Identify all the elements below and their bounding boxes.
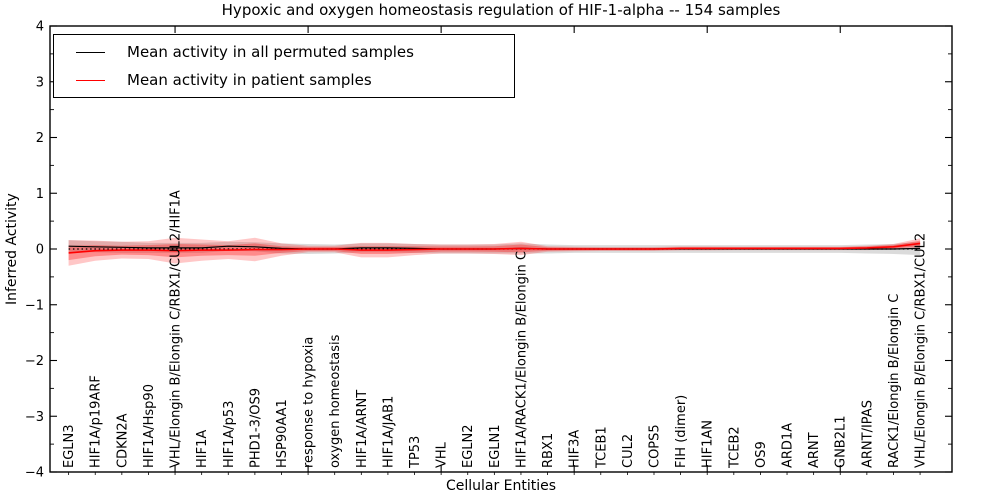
x-category-label: TP53 bbox=[408, 436, 423, 469]
x-axis-label: Cellular Entities bbox=[445, 478, 557, 494]
x-category-label: HIF1A/p19ARF bbox=[89, 375, 104, 468]
x-category-label: HIF1A/Hsp90 bbox=[142, 384, 157, 468]
plot-border bbox=[49, 25, 953, 473]
x-category-label: HSP90AA1 bbox=[275, 399, 290, 468]
chart-title: Hypoxic and oxygen homeostasis regulatio… bbox=[221, 1, 781, 19]
x-category-label: HIF1AN bbox=[701, 420, 716, 468]
x-category-label: TCEB2 bbox=[727, 426, 742, 469]
x-category-label: PHD1-3/OS9 bbox=[248, 388, 263, 468]
permuted-line-swatch bbox=[76, 51, 105, 53]
y-tick-label: −4 bbox=[25, 466, 44, 481]
x-category-label: CDKN2A bbox=[115, 413, 130, 468]
y-tick-label: 4 bbox=[36, 20, 44, 35]
patient-samples-spread-inner-band bbox=[68, 240, 921, 261]
x-category-label: HIF3A bbox=[568, 430, 583, 468]
patient-line-swatch bbox=[76, 79, 105, 81]
patient-mean-line bbox=[68, 242, 921, 254]
legend-label: Mean activity in patient samples bbox=[127, 71, 372, 89]
x-category-label: HIF1A/p53 bbox=[222, 401, 237, 468]
x-category-label: COPS5 bbox=[648, 424, 663, 468]
x-category-label: TCEB1 bbox=[594, 426, 609, 469]
x-category-label: EGLN3 bbox=[62, 424, 77, 468]
legend-label: Mean activity in all permuted samples bbox=[127, 43, 414, 61]
x-category-label: VHL/Elongin B/Elongin C/RBX1/CUL2 bbox=[914, 233, 929, 468]
x-category-label: EGLN1 bbox=[488, 424, 503, 468]
x-category-label: response to hypoxia bbox=[302, 337, 317, 468]
x-category-label: OS9 bbox=[754, 441, 769, 468]
x-category-label: HIF1A bbox=[195, 430, 210, 468]
x-category-label: HIF1A/JAB1 bbox=[381, 396, 396, 468]
legend-item-permuted: Mean activity in all permuted samples bbox=[54, 38, 514, 66]
y-tick-label: −2 bbox=[25, 354, 44, 369]
legend: Mean activity in all permuted samples Me… bbox=[53, 34, 515, 98]
x-category-label: CUL2 bbox=[621, 434, 636, 468]
y-tick-label: 0 bbox=[36, 243, 44, 258]
x-category-label: oxygen homeostasis bbox=[328, 334, 343, 468]
x-category-label: HIF1A/ARNT bbox=[355, 390, 370, 468]
x-category-label: FIH (dimer) bbox=[674, 395, 689, 468]
x-category-label: RBX1 bbox=[541, 433, 556, 468]
y-tick-label: 2 bbox=[36, 131, 44, 146]
legend-item-patient: Mean activity in patient samples bbox=[54, 66, 514, 94]
x-category-label: ARNT/IPAS bbox=[860, 400, 875, 468]
x-category-label: ARD1A bbox=[781, 423, 796, 468]
y-axis-label: Inferred Activity bbox=[4, 193, 20, 305]
x-category-label: VHL bbox=[435, 441, 450, 468]
x-category-label: GNB2L1 bbox=[834, 415, 849, 468]
y-tick-label: −3 bbox=[25, 410, 44, 425]
permuted-samples-spread-band bbox=[68, 240, 921, 256]
y-tick-label: −1 bbox=[25, 298, 44, 313]
x-category-label: VHL/Elongin B/Elongin C/RBX1/CUL2/HIF1A bbox=[169, 190, 184, 468]
patient-samples-spread-outer-band bbox=[68, 237, 921, 266]
x-category-label: HIF1A/RACK1/Elongin B/Elongin C bbox=[515, 251, 530, 468]
x-category-label: EGLN2 bbox=[461, 424, 476, 468]
x-category-label: RACK1/Elongin B/Elongin C bbox=[887, 294, 902, 468]
y-tick-label: 3 bbox=[36, 75, 44, 90]
x-category-label: ARNT bbox=[807, 432, 822, 468]
y-tick-label: 1 bbox=[36, 187, 44, 202]
